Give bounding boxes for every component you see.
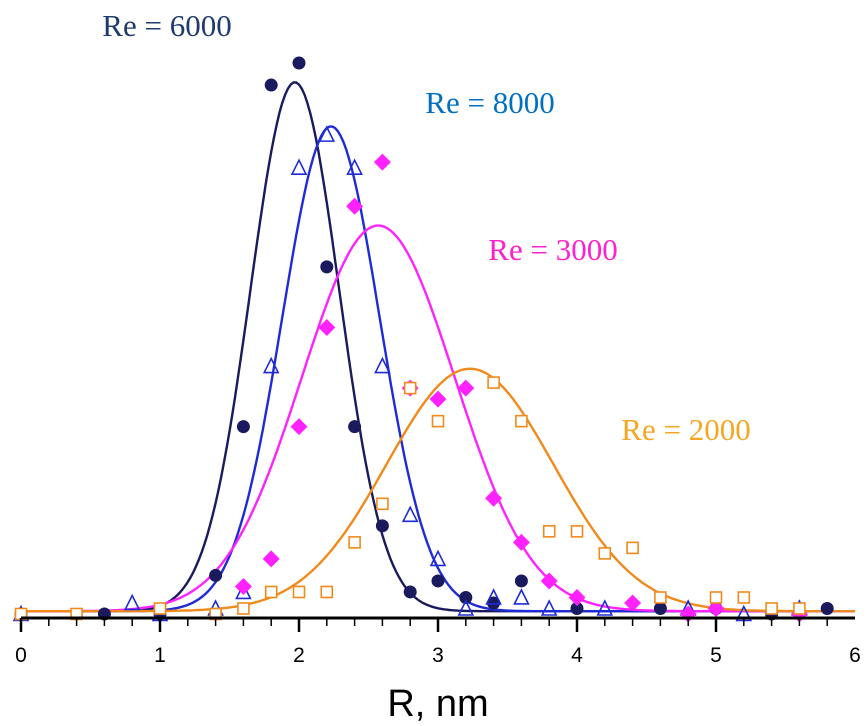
data-point-s2-1 xyxy=(262,550,280,568)
series-label-2: Re = 3000 xyxy=(488,232,617,267)
data-point-s3-13 xyxy=(515,414,528,428)
data-point-s3-16 xyxy=(598,547,612,560)
fit-curve-0 xyxy=(21,81,855,613)
data-point-s3-20 xyxy=(737,591,751,604)
data-point-s1-16 xyxy=(596,599,614,616)
data-point-s2-3 xyxy=(318,318,336,336)
data-point-s3-18 xyxy=(654,591,667,604)
data-point-s2-9 xyxy=(485,489,503,507)
data-point-s3-7 xyxy=(320,585,334,599)
data-point-s2-2 xyxy=(290,418,308,436)
series-label-3: Re = 2000 xyxy=(621,412,750,447)
data-point-s0-12 xyxy=(459,590,473,604)
x-tick-label-6: 6 xyxy=(849,644,861,667)
data-point-s2-13 xyxy=(624,594,642,612)
data-point-s0-7 xyxy=(320,260,334,274)
x-tick-label-0: 0 xyxy=(15,644,27,667)
data-point-s1-7 xyxy=(318,125,336,142)
x-tick-label-4: 4 xyxy=(571,644,583,667)
data-point-s3-15 xyxy=(570,525,584,538)
data-point-s1-8 xyxy=(346,158,363,175)
data-point-s2-4 xyxy=(346,197,364,215)
data-point-s1-6 xyxy=(290,158,308,175)
data-point-s1-9 xyxy=(374,356,391,374)
fit-curve-1 xyxy=(21,125,855,613)
data-point-s3-22 xyxy=(793,602,806,615)
data-point-s1-1 xyxy=(123,593,141,611)
data-point-s2-8 xyxy=(457,379,475,397)
x-tick-labels: 0 1 2 3 4 5 6 xyxy=(15,644,861,667)
data-point-s3-5 xyxy=(264,585,278,599)
data-point-s3-21 xyxy=(765,602,778,615)
data-point-s3-12 xyxy=(487,376,500,389)
data-point-s0-9 xyxy=(375,519,389,533)
data-point-s2-11 xyxy=(540,572,558,590)
data-point-s2-12 xyxy=(568,588,586,606)
data-point-s3-6 xyxy=(292,585,306,599)
data-point-s2-15 xyxy=(707,599,725,617)
data-point-s1-14 xyxy=(513,588,530,605)
x-tick-label-2: 2 xyxy=(293,644,305,667)
x-axis-label: R, nm xyxy=(387,683,488,725)
data-point-s3-2 xyxy=(153,602,167,615)
data-point-s0-10 xyxy=(403,585,417,599)
data-point-s1-13 xyxy=(485,588,502,605)
data-point-s3-11 xyxy=(431,414,445,428)
data-point-s1-12 xyxy=(457,599,475,616)
data-point-s2-7 xyxy=(429,390,447,408)
data-point-s1-10 xyxy=(401,505,419,523)
data-point-s2-0 xyxy=(234,577,252,595)
data-point-s1-4 xyxy=(235,582,252,600)
data-point-s3-19 xyxy=(709,591,723,604)
fit-curves xyxy=(21,81,855,613)
data-point-s2-10 xyxy=(512,533,530,551)
x-tick-label-1: 1 xyxy=(154,644,166,667)
data-point-s2-5 xyxy=(373,153,391,171)
series-label-0: Re = 6000 xyxy=(102,8,231,43)
data-point-s3-17 xyxy=(626,541,639,555)
data-point-s0-5 xyxy=(264,78,278,92)
x-tick-label-3: 3 xyxy=(432,644,444,667)
data-point-s3-10 xyxy=(403,381,417,395)
x-axis-ticks xyxy=(19,618,828,632)
data-markers xyxy=(12,56,834,623)
data-point-s0-3 xyxy=(209,568,223,582)
data-point-s3-9 xyxy=(376,497,389,511)
data-point-s0-16 xyxy=(653,601,667,615)
data-point-s1-15 xyxy=(540,599,558,616)
data-point-s0-4 xyxy=(236,420,250,434)
data-point-s1-5 xyxy=(262,356,280,374)
series-label-1: Re = 8000 xyxy=(425,85,554,120)
data-point-s1-11 xyxy=(429,549,447,567)
data-point-s3-4 xyxy=(237,602,250,615)
data-point-s0-8 xyxy=(348,420,362,434)
data-point-s0-14 xyxy=(514,574,528,588)
data-point-s0-15 xyxy=(570,601,584,615)
data-point-s3-14 xyxy=(542,525,556,538)
data-point-s3-8 xyxy=(348,536,361,549)
data-point-s0-19 xyxy=(820,601,834,615)
data-point-s0-11 xyxy=(431,574,445,588)
data-point-s0-13 xyxy=(487,596,501,610)
series-labels: Re = 6000 Re = 8000 Re = 3000 Re = 2000 xyxy=(102,8,750,447)
x-tick-label-5: 5 xyxy=(710,644,722,667)
data-point-s0-6 xyxy=(292,56,306,70)
